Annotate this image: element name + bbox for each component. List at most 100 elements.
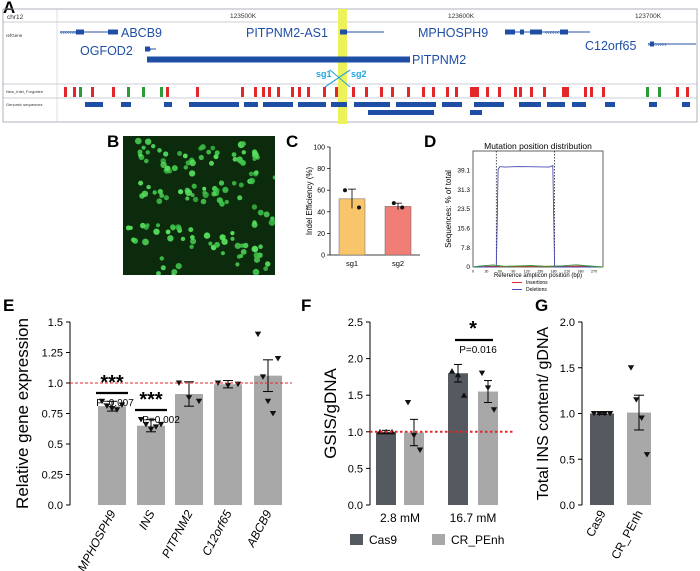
feature-mark — [602, 87, 605, 97]
y-tick-label: 0.0 — [48, 500, 63, 512]
cell — [146, 184, 151, 190]
y-tick-label: 1.0 — [560, 409, 575, 421]
cell — [239, 243, 244, 248]
feature-mark — [335, 87, 338, 97]
data-point — [606, 410, 614, 417]
y-tick-label: 2.0 — [348, 354, 363, 366]
x-tick-label-cr_penh: CR_PEnh — [608, 508, 645, 562]
gene-pitpnm2: PITPNM2 — [147, 53, 466, 67]
gene-label-ogfod2: OGFOD2 — [80, 44, 133, 58]
feature-mark — [514, 87, 517, 97]
cell — [251, 204, 258, 210]
feature-mark — [566, 87, 569, 97]
data-point — [142, 421, 150, 428]
guide-label-sg1: sg1 — [316, 69, 332, 79]
cell — [241, 150, 246, 155]
data-point — [633, 397, 640, 403]
cell — [167, 235, 174, 242]
y-tick-label: 2.0 — [560, 317, 575, 329]
panel-label-a: A — [3, 0, 16, 17]
data-point — [185, 395, 193, 401]
bar-cas9 — [590, 413, 614, 505]
y-tick-label: 7.8 — [461, 245, 470, 252]
y-axis-label: GSIS/gDNA — [321, 367, 340, 458]
cell — [135, 137, 142, 145]
cell — [209, 160, 214, 166]
sequence-segment — [649, 102, 657, 107]
cell — [200, 198, 207, 205]
y-tick-label: 80 — [317, 166, 325, 173]
cell — [191, 183, 197, 189]
cell — [251, 245, 259, 253]
cell — [159, 256, 164, 261]
cell — [192, 196, 199, 203]
sequence-segment — [121, 102, 131, 107]
significance-stars: * — [469, 318, 477, 340]
legend-swatch-cr_penh — [432, 534, 445, 545]
gene-label-pitpnm2: PITPNM2 — [412, 53, 466, 67]
x-tick-label: 60 — [498, 270, 502, 274]
y-axis-label: Indel Efficiency (%) — [305, 167, 314, 236]
data-point — [274, 356, 282, 362]
data-point — [643, 452, 651, 458]
y-tick-label: 0.0 — [560, 500, 575, 512]
cell — [238, 182, 244, 188]
y-tick-label: 1.0 — [348, 427, 363, 439]
data-point — [416, 447, 424, 453]
feature-mark — [127, 87, 130, 97]
feature-mark — [432, 87, 435, 97]
cell — [160, 265, 166, 271]
data-point — [454, 371, 462, 378]
feature-mark — [166, 87, 169, 97]
coord-tick-3: 123700K — [635, 13, 662, 20]
feature-mark — [268, 87, 271, 97]
feature-mark — [112, 87, 115, 97]
feature-mark — [196, 87, 199, 97]
cell — [263, 266, 269, 272]
feature-mark — [262, 87, 265, 97]
series-substitutions — [472, 264, 604, 268]
gene-pitpnm2-as1: PITPNM2-AS1 — [246, 26, 384, 40]
cell — [214, 150, 220, 156]
feature-mark — [498, 87, 501, 97]
data-point — [460, 392, 468, 398]
cell — [272, 175, 275, 180]
feature-mark — [241, 87, 244, 97]
cell — [214, 241, 220, 248]
cell — [145, 138, 152, 145]
cell — [270, 216, 275, 221]
data-point — [254, 331, 262, 338]
browser-frame — [2, 8, 698, 123]
feature-mark — [142, 87, 145, 97]
sequence-segment — [164, 102, 172, 107]
cell — [253, 256, 261, 263]
cell — [208, 241, 213, 246]
p-value: P=0.016 — [459, 345, 497, 356]
gene-mphosph9: ‹‹‹‹‹‹ MPHOSPH9 — [418, 26, 590, 40]
cell — [218, 180, 225, 186]
track-label-genes: refGene — [6, 33, 23, 38]
y-tick-label: 1.0 — [48, 378, 63, 390]
feature-mark — [365, 87, 368, 97]
cell — [248, 171, 254, 177]
y-tick-label: 0 — [321, 253, 325, 260]
x-tick-label: 240 — [578, 270, 584, 274]
sequence-segment — [547, 102, 565, 107]
track-label-sequences: Genomic sequences — [6, 102, 42, 107]
cell — [263, 211, 270, 218]
cell — [255, 155, 260, 160]
sequence-segment — [442, 102, 462, 107]
cell — [137, 149, 143, 155]
data-point — [596, 410, 603, 417]
y-tick-label: 15.6 — [457, 226, 470, 233]
legend-label-deletions: Deletions — [526, 287, 547, 293]
cell — [183, 165, 188, 170]
feature-mark — [476, 87, 479, 97]
cell — [213, 154, 219, 160]
significance-stars: *** — [139, 389, 163, 411]
y-tick-label: 23.5 — [457, 206, 470, 213]
cell — [252, 268, 260, 275]
x-tick-label: 90 — [511, 270, 515, 274]
cell — [144, 158, 149, 164]
